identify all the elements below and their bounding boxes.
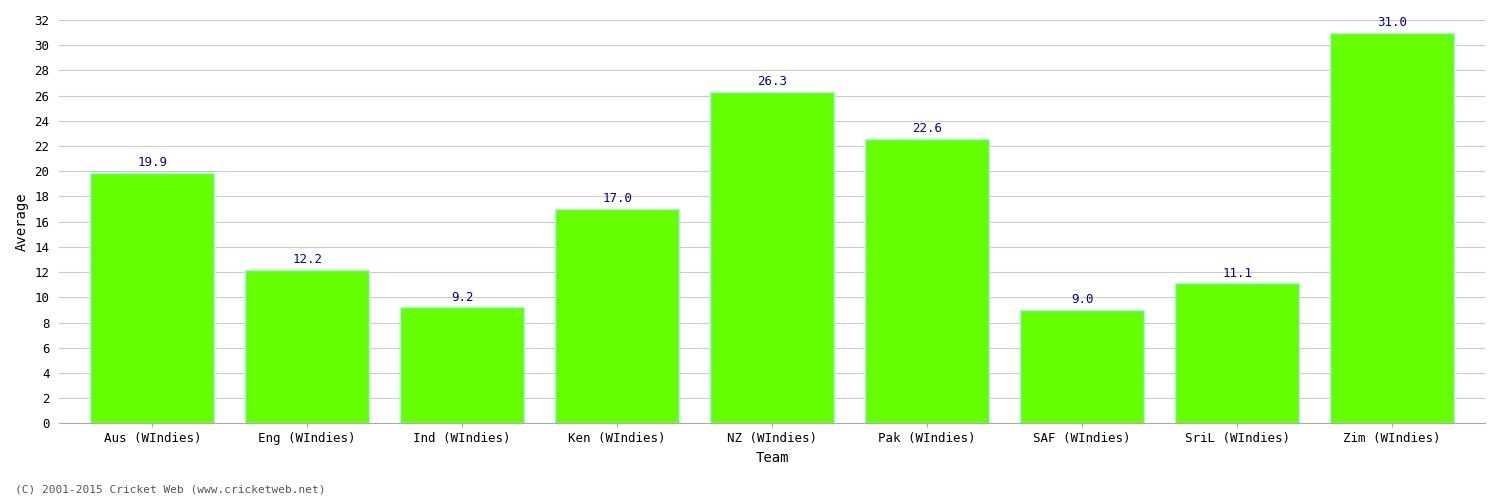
Text: 22.6: 22.6	[912, 122, 942, 134]
Bar	[555, 209, 680, 424]
Text: 26.3: 26.3	[758, 75, 788, 88]
Text: (C) 2001-2015 Cricket Web (www.cricketweb.net): (C) 2001-2015 Cricket Web (www.cricketwe…	[15, 485, 326, 495]
Bar	[710, 92, 834, 424]
Text: 11.1: 11.1	[1222, 266, 1252, 280]
Bar	[400, 308, 524, 424]
X-axis label: Team: Team	[756, 451, 789, 465]
Bar	[865, 138, 988, 424]
Bar	[90, 172, 214, 424]
Bar	[1020, 310, 1144, 424]
Bar	[1174, 284, 1299, 424]
Bar	[244, 270, 369, 424]
Text: 17.0: 17.0	[602, 192, 632, 205]
Bar	[1330, 32, 1454, 424]
Text: 19.9: 19.9	[138, 156, 168, 169]
Text: 9.0: 9.0	[1071, 293, 1094, 306]
Y-axis label: Average: Average	[15, 192, 28, 251]
Text: 12.2: 12.2	[292, 253, 322, 266]
Text: 31.0: 31.0	[1377, 16, 1407, 29]
Text: 9.2: 9.2	[452, 290, 474, 304]
